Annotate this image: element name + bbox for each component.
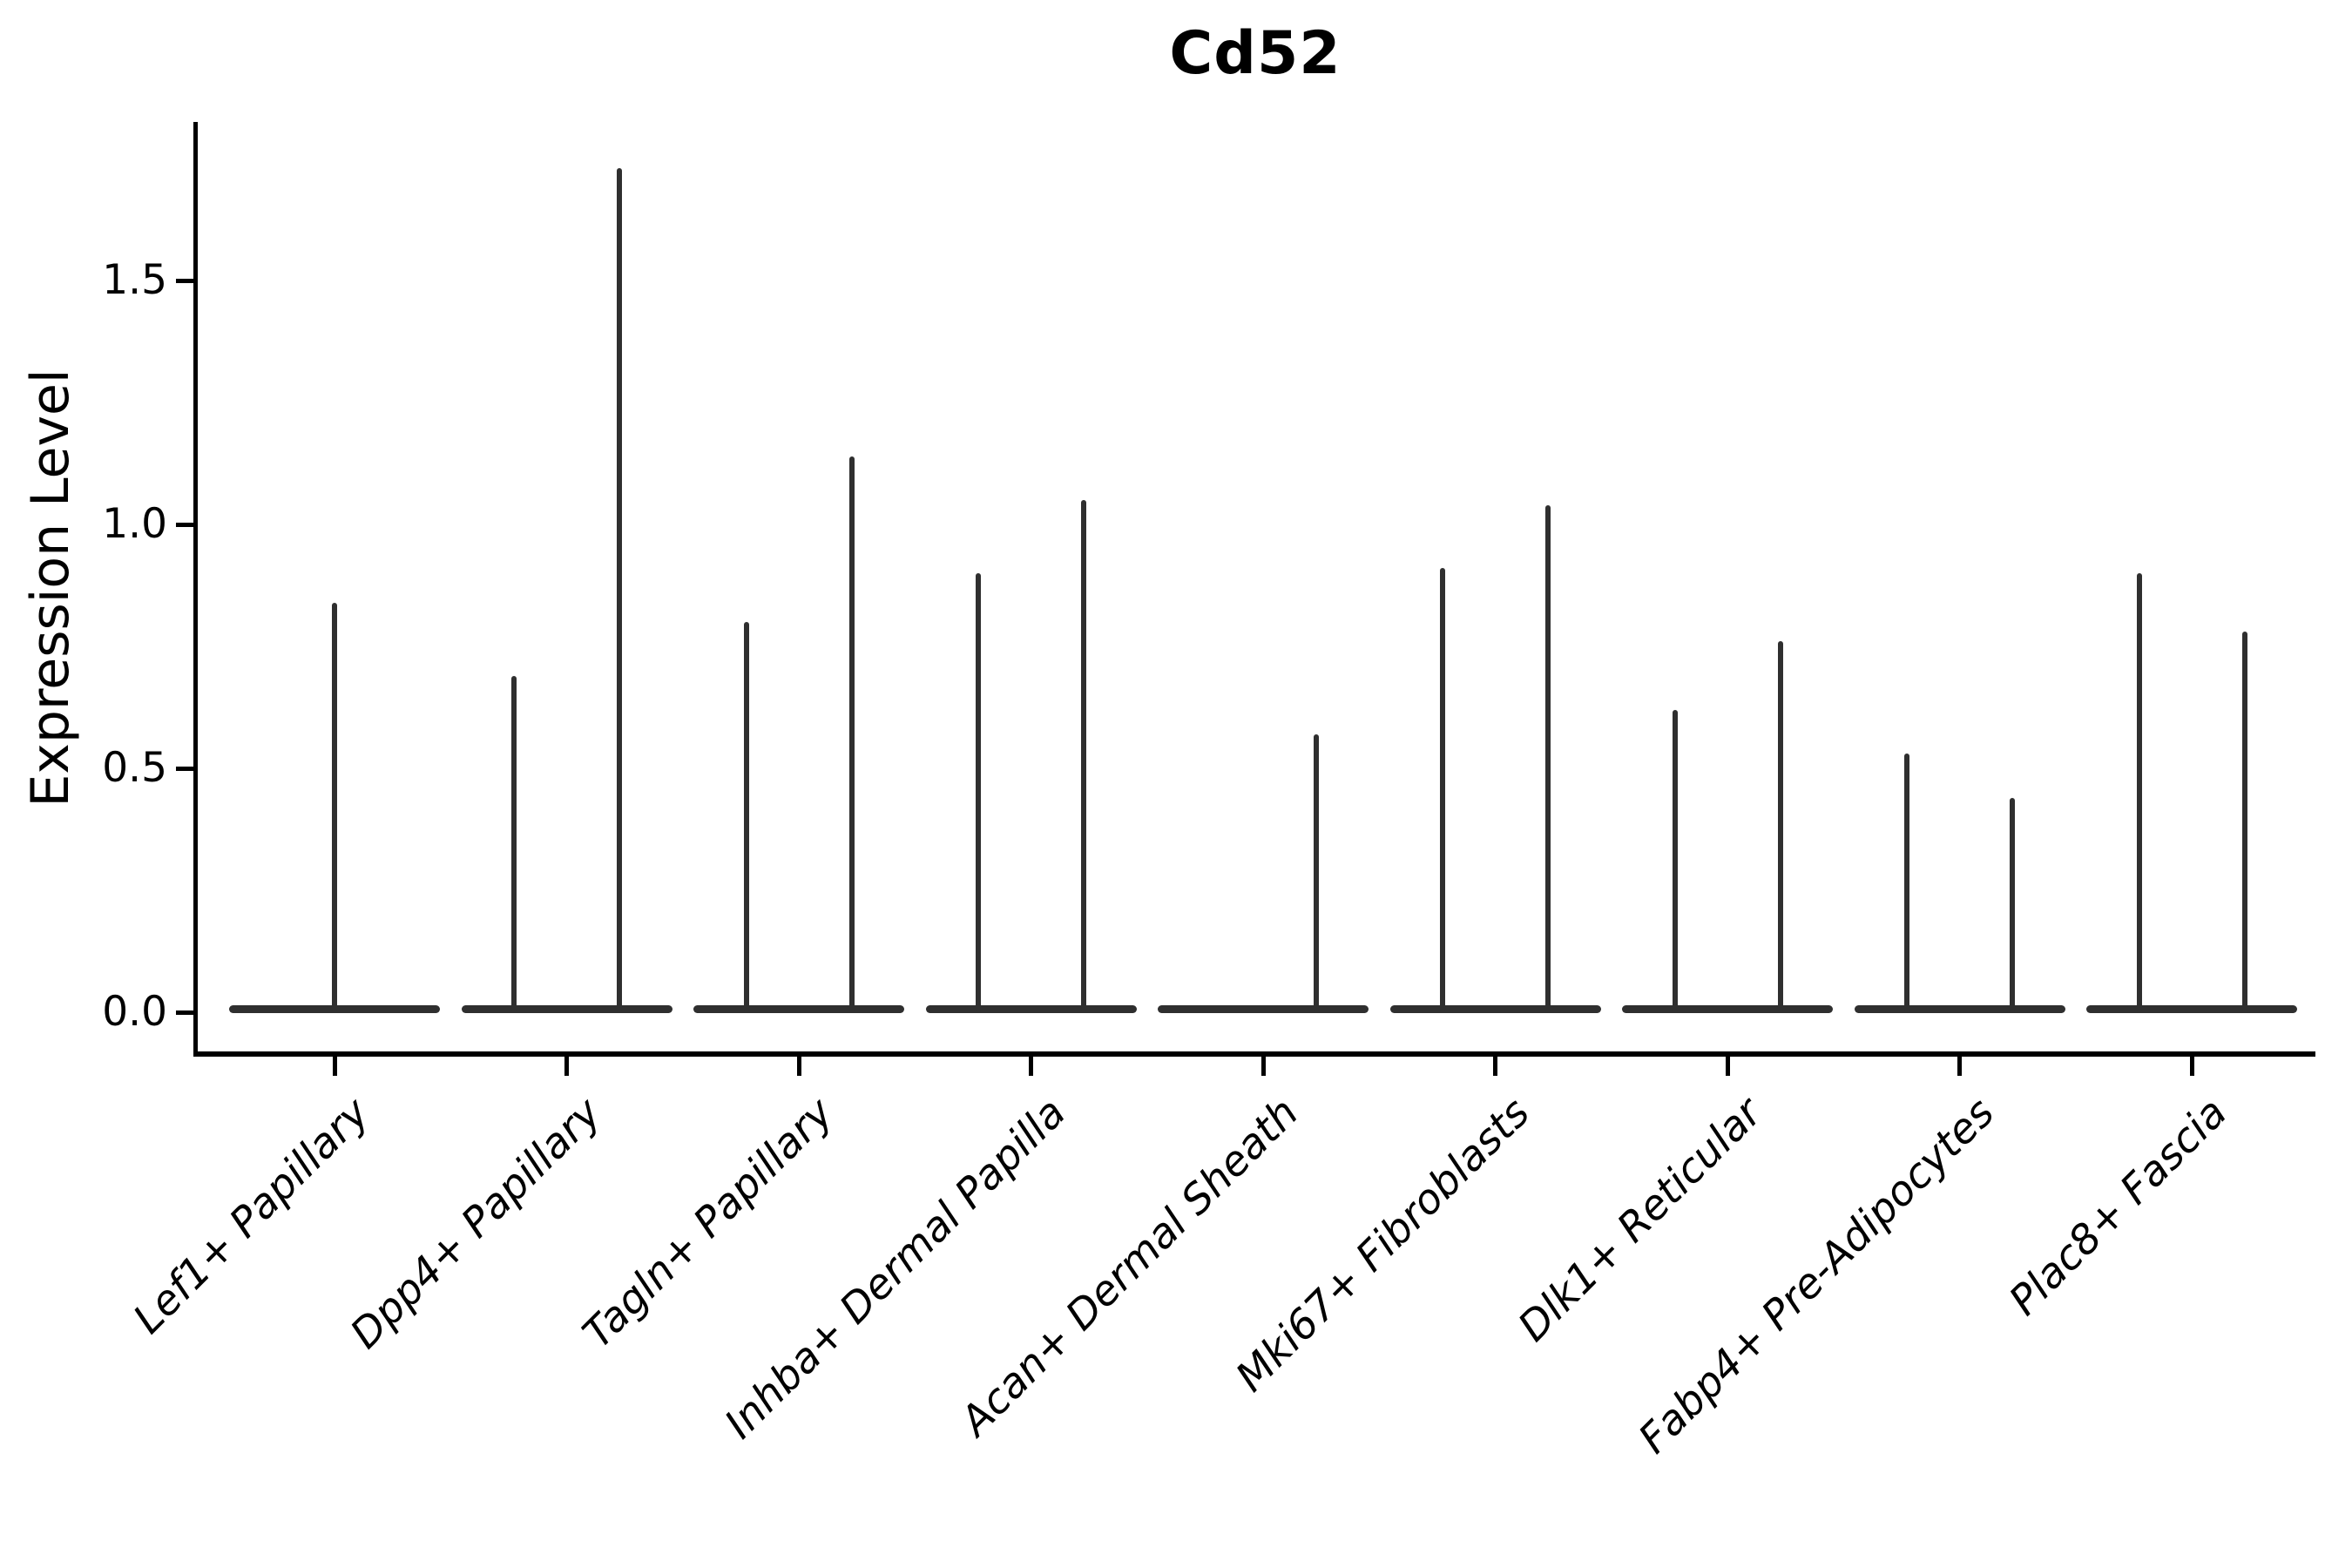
- violin-base: [693, 1005, 904, 1013]
- violin-base: [1854, 1005, 2065, 1013]
- violin-base: [1389, 1005, 1601, 1013]
- y-axis-tick: [176, 278, 193, 283]
- violin-spike: [848, 456, 855, 1010]
- violin-spike: [617, 168, 622, 1010]
- violin-spike: [976, 573, 981, 1010]
- x-axis-tick: [1260, 1057, 1266, 1076]
- chart-title: Cd52: [1169, 19, 1342, 88]
- violin-base: [925, 1005, 1137, 1013]
- x-axis-tick-label: Tagln+ Papillary: [573, 1088, 843, 1358]
- x-axis-tick: [2189, 1057, 2194, 1076]
- x-axis-tick: [1957, 1057, 1962, 1076]
- y-axis-tick-label: 1.5: [102, 256, 167, 304]
- violin-spike: [1672, 709, 1678, 1010]
- x-axis-tick-label: Plac8+ Fascia: [1999, 1088, 2236, 1325]
- violin-spike: [743, 622, 749, 1010]
- x-axis-tick: [796, 1057, 801, 1076]
- x-axis-tick-label: Dlk1+ Reticular: [1509, 1088, 1772, 1351]
- y-axis-tick-label: 1.0: [102, 500, 167, 548]
- x-axis-tick: [564, 1057, 569, 1076]
- y-axis-tick: [176, 1010, 193, 1015]
- violin-spike: [332, 602, 337, 1010]
- violin-spike: [2136, 573, 2142, 1010]
- violin-spike: [1440, 568, 1445, 1010]
- y-axis-tick: [176, 766, 193, 771]
- violin-spike: [1081, 500, 1086, 1010]
- violin-base: [1158, 1005, 1369, 1013]
- violin-base: [461, 1005, 672, 1013]
- violin-spike: [1545, 504, 1551, 1010]
- violin-base: [2086, 1005, 2297, 1013]
- x-axis-tick-label: Lef1+ Papillary: [124, 1088, 379, 1343]
- violin-spike: [2010, 797, 2015, 1010]
- y-axis-tick: [176, 522, 193, 527]
- x-axis-tick: [1725, 1057, 1730, 1076]
- violin-spike: [2241, 632, 2247, 1010]
- y-axis-spine: [193, 122, 198, 1057]
- x-axis-spine: [193, 1051, 2315, 1057]
- violin-spike: [1777, 641, 1783, 1010]
- violin-base: [1622, 1005, 1833, 1013]
- x-axis-tick: [1493, 1057, 1497, 1076]
- x-axis-tick: [332, 1057, 337, 1076]
- violin-spike: [1313, 733, 1319, 1010]
- x-axis-tick-label: Dpp4+ Papillary: [341, 1088, 612, 1359]
- x-axis-tick: [1029, 1057, 1033, 1076]
- y-axis-tick-label: 0.0: [102, 988, 167, 1036]
- y-axis-tick-label: 0.5: [102, 744, 167, 792]
- violin-spike: [511, 675, 517, 1010]
- violin-spike: [1904, 754, 1909, 1010]
